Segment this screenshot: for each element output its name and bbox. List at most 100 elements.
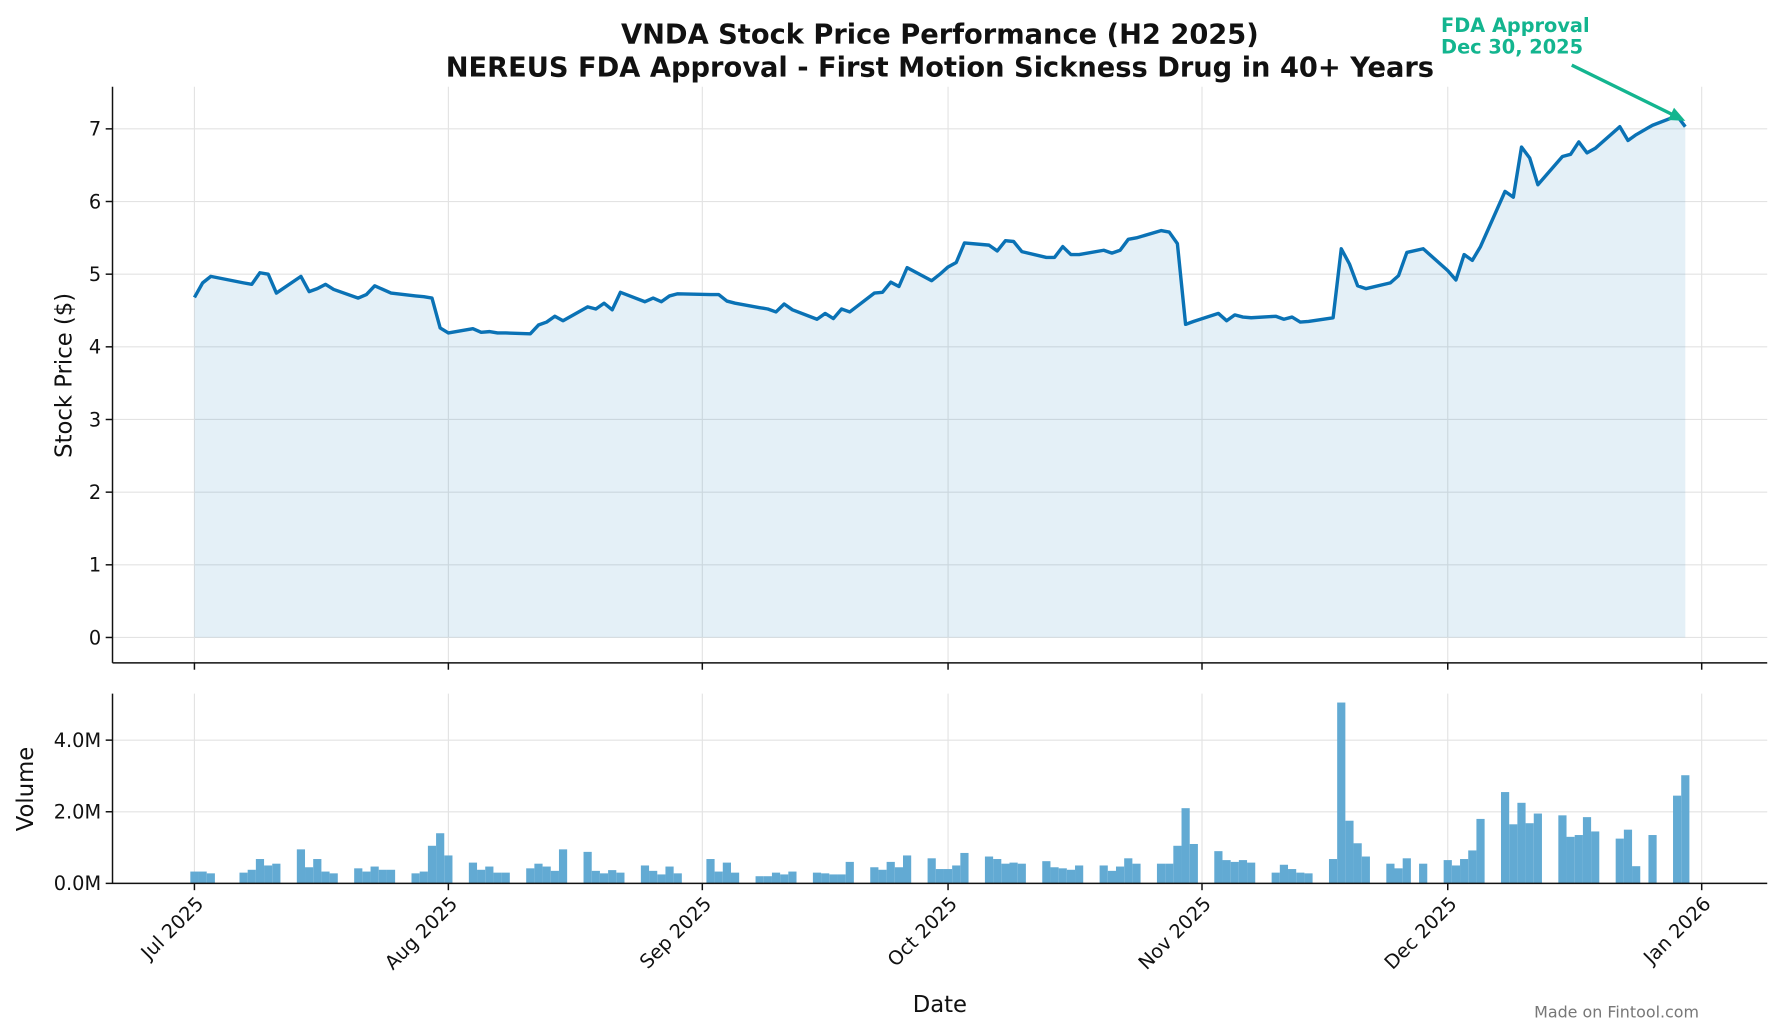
volume-bar (1402, 858, 1411, 884)
volume-bar (247, 869, 256, 884)
volume-bar (1230, 861, 1239, 884)
chart-title: VNDA Stock Price Performance (H2 2025) (621, 20, 1259, 51)
volume-bar (1386, 863, 1395, 884)
x-tick-label: Sep 2025 (635, 892, 716, 973)
annotation-arrow (1571, 63, 1675, 117)
volume-bar (812, 872, 822, 884)
volume-bar (927, 858, 936, 884)
volume-bar (878, 869, 887, 884)
volume-bar (419, 871, 428, 884)
volume-bar (370, 866, 379, 884)
volume-bar (1460, 859, 1469, 884)
volume-bar (788, 871, 797, 884)
volume-bar (599, 873, 609, 884)
volume-bar (1451, 865, 1461, 884)
volume-bar (1394, 868, 1403, 884)
volume-bar (837, 874, 846, 884)
volume-bar (845, 861, 854, 884)
volume-bar (198, 871, 207, 884)
volume-bar (1165, 863, 1174, 884)
volume-bar (673, 873, 682, 884)
volume-bar (993, 859, 1002, 884)
volume-bar (1017, 863, 1026, 884)
volume-bar (657, 874, 666, 884)
volume-bar (649, 870, 658, 884)
volume-bar (239, 872, 248, 884)
volume-bar (952, 865, 961, 884)
volume-bar (354, 868, 363, 884)
volume-bar (1279, 864, 1289, 884)
volume-bar (1304, 873, 1313, 884)
volume-bar (722, 862, 731, 884)
volume-bar (1623, 829, 1633, 884)
volume-bar (1009, 862, 1018, 884)
volume-bar (1468, 850, 1477, 884)
volume-bar (1156, 863, 1166, 884)
x-tick-label: Oct 2025 (883, 892, 962, 971)
x-tick-label: Nov 2025 (1134, 892, 1216, 974)
volume-bar (1132, 863, 1141, 884)
volume-bar (1115, 866, 1125, 884)
volume-bar (362, 871, 371, 884)
volume-bar (378, 869, 387, 884)
price-line (192, 114, 1687, 336)
x-axis-label: Date (913, 992, 967, 1018)
volume-bar (780, 874, 789, 884)
volume-bar (1271, 872, 1280, 884)
x-tick-label: Aug 2025 (380, 892, 462, 974)
volume-bar (870, 867, 879, 884)
volume-bar (1673, 795, 1682, 884)
volume-bar (1288, 869, 1297, 884)
volume-bar (1558, 815, 1567, 884)
volume-bar (526, 868, 535, 884)
volume-bar (1247, 862, 1256, 884)
volume-bar (1648, 835, 1657, 884)
annotation-arrowhead (1668, 107, 1686, 121)
volume-bar (272, 863, 281, 884)
volume-bar (1042, 861, 1051, 884)
y-axis-label: Stock Price ($) (52, 293, 78, 458)
volume-bar (1443, 860, 1452, 884)
area-fill (194, 115, 1686, 638)
volume-bar (935, 869, 944, 884)
x-tick-label: Dec 2025 (1380, 892, 1462, 974)
volume-bar (608, 870, 617, 884)
annotation-text: FDA Approval (1441, 14, 1590, 37)
volume-bar (1001, 863, 1010, 884)
volume-bar (1681, 775, 1690, 884)
y-tick-label: 4 (89, 336, 101, 359)
volume-bar (763, 876, 772, 884)
y-tick-label: 3 (89, 408, 101, 431)
volume-bar (550, 870, 559, 884)
volume-bar (583, 851, 592, 884)
volume-bar (1075, 865, 1084, 884)
volume-bar (1173, 845, 1182, 884)
volume-bar (321, 871, 330, 884)
volume-bar (468, 862, 478, 884)
x-tick-label: Jan 2026 (1638, 892, 1715, 969)
volume-bar (1296, 872, 1305, 884)
volume-bar (771, 872, 781, 884)
volume-bar (1058, 868, 1067, 884)
volume-bar (1345, 820, 1354, 884)
volume-bar (1476, 818, 1485, 884)
volume-bar (1214, 851, 1223, 884)
volume-bar (477, 869, 486, 884)
volume-bar (640, 865, 650, 884)
volume-bar (1050, 867, 1059, 884)
volume-bar (427, 845, 437, 884)
volume-bar (1238, 860, 1248, 884)
y-tick-label: 5 (89, 263, 101, 286)
volume-bar (1582, 817, 1592, 884)
volume-bar (264, 865, 273, 884)
x-tick-label: Jul 2025 (136, 892, 209, 965)
volume-bar (534, 863, 543, 884)
volume-bar (1353, 843, 1362, 884)
volume-bar (1533, 813, 1542, 884)
volume-bar (1337, 702, 1346, 884)
volume-bar (1566, 836, 1575, 884)
volume-bar (1525, 823, 1534, 884)
volume-bar (296, 849, 306, 884)
volume-bar (730, 872, 740, 884)
